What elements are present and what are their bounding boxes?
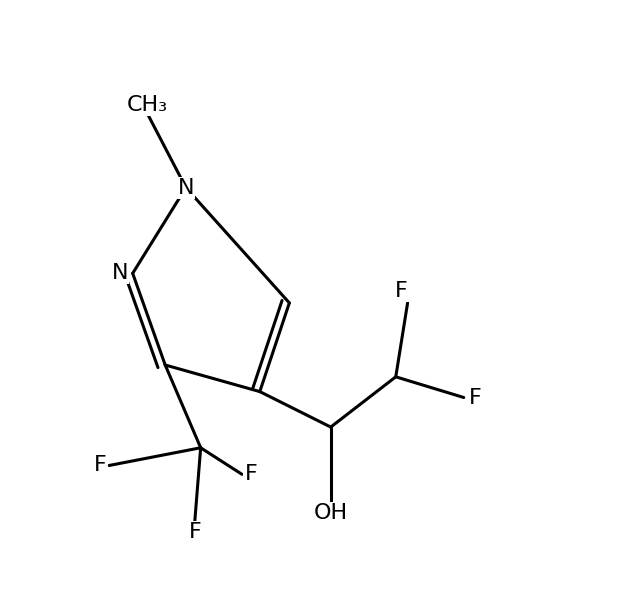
Text: CH₃: CH₃ [127, 95, 168, 115]
Text: F: F [94, 456, 106, 476]
Text: F: F [245, 465, 257, 484]
Text: N: N [178, 178, 194, 198]
Text: F: F [395, 281, 408, 301]
Text: OH: OH [314, 503, 348, 523]
Text: N: N [111, 263, 128, 283]
Text: F: F [188, 522, 201, 542]
Text: F: F [470, 387, 482, 407]
